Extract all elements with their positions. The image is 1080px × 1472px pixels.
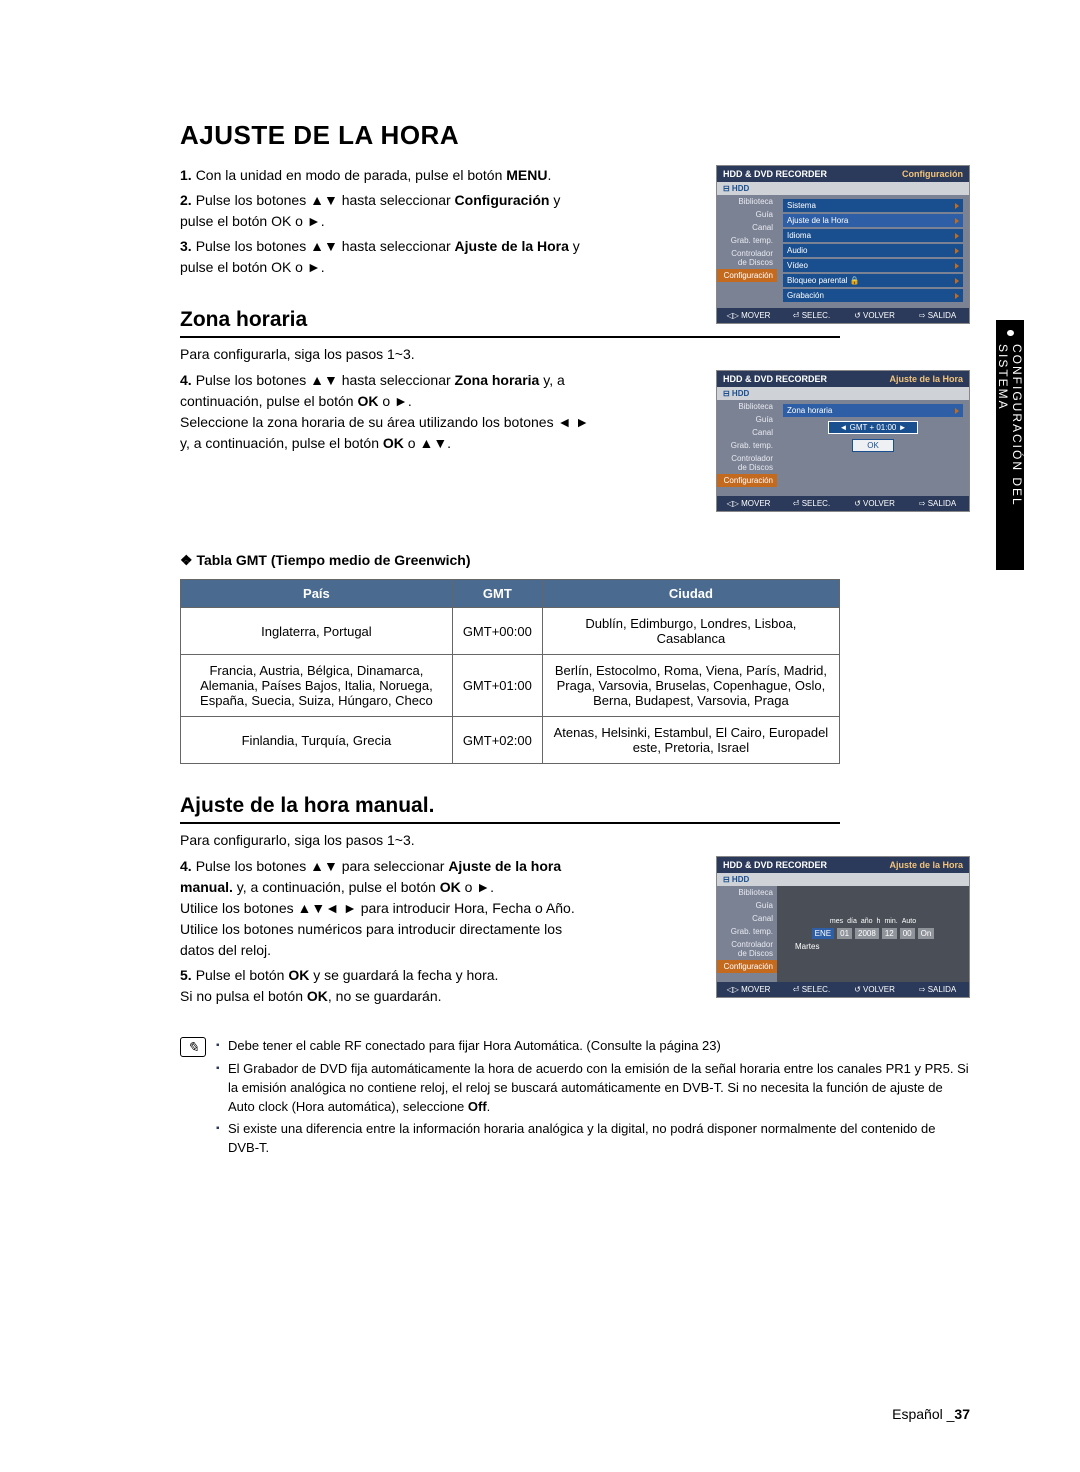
zona-sub: Para configurarla, siga los pasos 1~3. bbox=[180, 346, 970, 362]
notes-block: ✎ Debe tener el cable RF conectado para … bbox=[180, 1037, 970, 1162]
gmt-title: ❖ Tabla GMT (Tiempo medio de Greenwich) bbox=[180, 552, 970, 569]
screenshot-zona: HDD & DVD RECORDERAjuste de la Hora ⊟ HD… bbox=[716, 370, 970, 512]
manual-heading: Ajuste de la hora manual. bbox=[180, 794, 840, 824]
section-tab: CONFIGURACIÓN DEL SISTEMA bbox=[996, 320, 1024, 570]
dot-icon bbox=[1007, 330, 1014, 336]
manual-sub: Para configurarlo, siga los pasos 1~3. bbox=[180, 832, 970, 848]
gmt-table: PaísGMTCiudad Inglaterra, PortugalGMT+00… bbox=[180, 579, 840, 764]
screenshot-manual: HDD & DVD RECORDERAjuste de la Hora ⊟ HD… bbox=[716, 856, 970, 998]
page-title: AJUSTE DE LA HORA bbox=[180, 120, 970, 151]
note-icon: ✎ bbox=[180, 1037, 206, 1057]
screenshot-config: HDD & DVD RECORDERConfiguración ⊟ HDD Bi… bbox=[716, 165, 970, 324]
page-footer: Español _37 bbox=[892, 1406, 970, 1422]
